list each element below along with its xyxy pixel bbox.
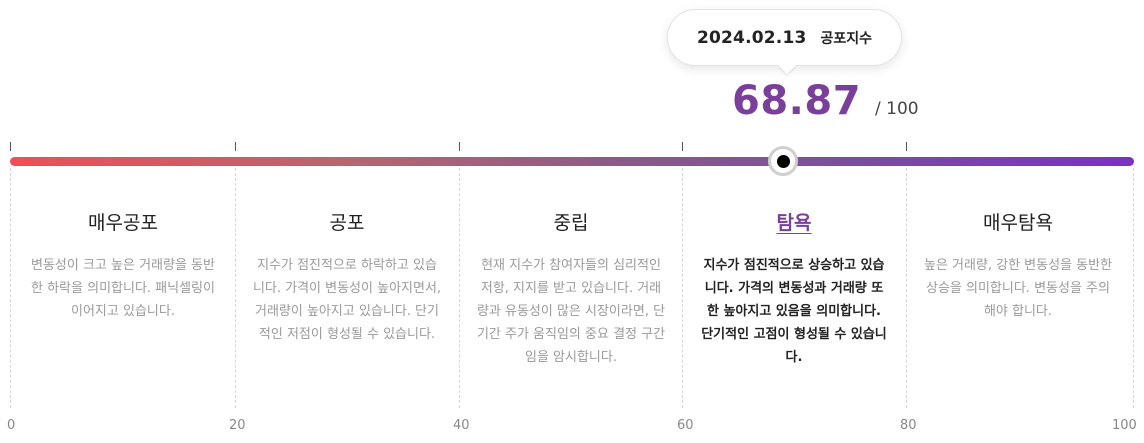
zone-divider (235, 168, 236, 408)
tick-mark (906, 142, 907, 151)
zone-description: 높은 거래량, 강한 변동성을 동반한 상승을 의미합니다. 변동성을 주의해야… (923, 258, 1113, 319)
score-max: / 100 (875, 99, 919, 119)
zone-neutral: 중립 현재 지수가 참여자들의 심리적인 저항, 지지를 받고 있습니다. 거래… (459, 208, 683, 369)
zone-fear: 공포 지수가 점진적으로 하락하고 있습니다. 가격이 변동성이 높아지면서, … (235, 208, 459, 346)
score-value: 68.87 (732, 78, 862, 124)
tick-mark (10, 142, 11, 151)
zone-divider (459, 168, 460, 408)
date-tooltip: 2024.02.13 공포지수 (667, 9, 902, 66)
axis-label: 20 (229, 418, 246, 433)
zone-title: 공포 (329, 212, 365, 234)
zone-extreme-fear: 매우공포 변동성이 크고 높은 거래량을 동반한 하락을 의미합니다. 패닉셀링… (11, 208, 235, 323)
tick-mark (459, 142, 460, 151)
zone-divider (682, 168, 683, 408)
zone-divider (10, 168, 11, 408)
axis-label: 40 (453, 418, 470, 433)
tooltip-date: 2024.02.13 (696, 27, 807, 48)
tooltip-label: 공포지수 (820, 30, 873, 47)
axis-label: 60 (677, 418, 694, 433)
zone-greed: 탐욕 지수가 점진적으로 상승하고 있습니다. 가격의 변동성과 거래량 또한 … (682, 208, 906, 369)
zone-description: 변동성이 크고 높은 거래량을 동반한 하락을 의미합니다. 패닉셀링이 이어지… (31, 258, 215, 319)
zone-title: 매우탐욕 (983, 212, 1053, 234)
zone-title-active[interactable]: 탐욕 (776, 212, 812, 234)
zone-description: 지수가 점진적으로 하락하고 있습니다. 가격이 변동성이 높아지면서, 거래량… (252, 258, 442, 342)
axis-label: 80 (900, 418, 917, 433)
zone-description: 현재 지수가 참여자들의 심리적인 저항, 지지를 받고 있습니다. 거래량과 … (476, 258, 666, 365)
gradient-scale-bar (10, 157, 1134, 166)
zone-divider (906, 168, 907, 408)
zone-title: 매우공포 (88, 212, 158, 234)
score-marker[interactable] (768, 146, 798, 176)
scale-ticks (0, 142, 1144, 152)
zone-extreme-greed: 매우탐욕 높은 거래량, 강한 변동성을 동반한 상승을 의미합니다. 변동성을… (906, 208, 1130, 323)
axis-label: 100 (1112, 418, 1137, 433)
tick-mark (682, 142, 683, 151)
zone-description: 지수가 점진적으로 상승하고 있습니다. 가격의 변동성과 거래량 또한 높아지… (701, 258, 887, 365)
tick-mark (235, 142, 236, 151)
axis-label: 0 (7, 418, 16, 433)
score-display: 68.87 / 100 (732, 78, 919, 124)
zone-title: 중립 (553, 212, 589, 234)
marker-dot (776, 154, 790, 168)
zone-divider (1133, 168, 1134, 408)
